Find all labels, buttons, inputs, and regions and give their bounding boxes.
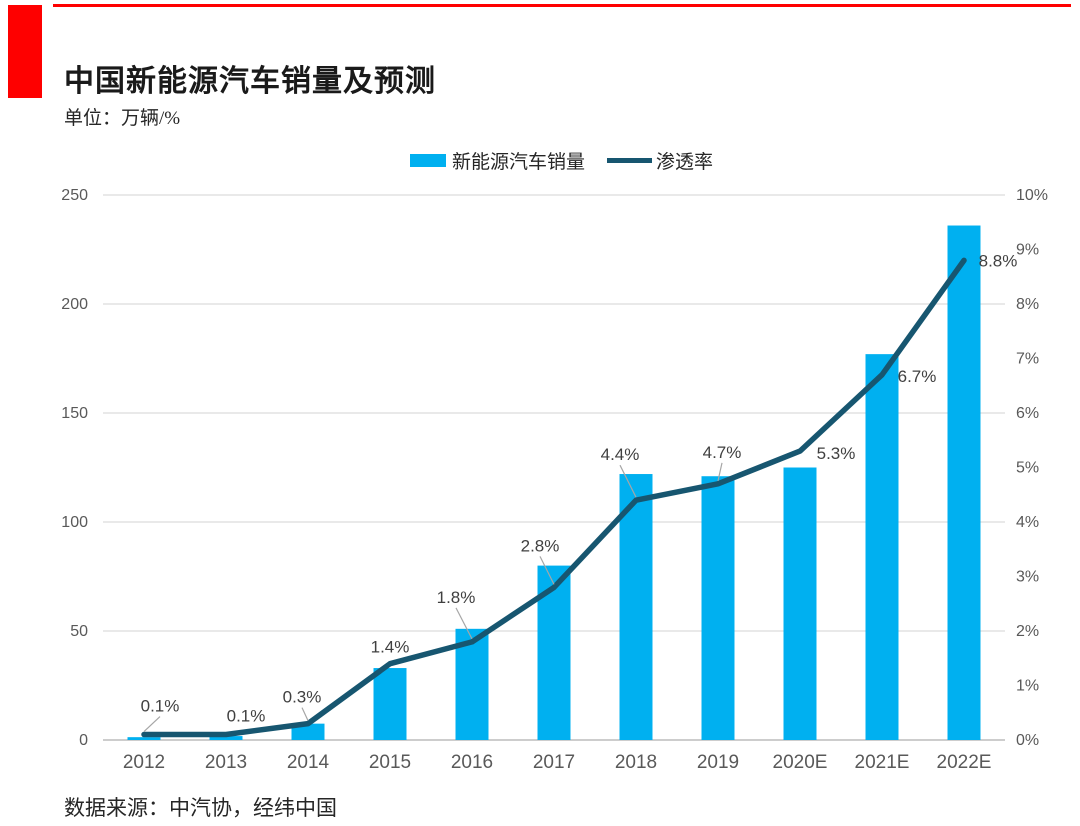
- right-axis-tick-6%: 6%: [1016, 405, 1039, 422]
- red-accent-line: [53, 4, 1071, 7]
- left-axis-tick-200: 200: [61, 296, 88, 313]
- right-axis-tick-7%: 7%: [1016, 351, 1039, 368]
- right-axis-tick-9%: 9%: [1016, 242, 1039, 259]
- chart-legend: 新能源汽车销量 渗透率: [410, 147, 713, 174]
- right-axis-tick-1%: 1%: [1016, 678, 1039, 695]
- x-axis-label-2019: 2019: [697, 752, 739, 773]
- bar-2012: [127, 737, 161, 740]
- x-axis-label-2017: 2017: [533, 752, 575, 773]
- penetration-label-2019: 4.7%: [703, 443, 742, 462]
- x-axis-label-2018: 2018: [615, 752, 657, 773]
- x-axis-label-2020E: 2020E: [773, 752, 828, 773]
- right-axis-tick-10%: 10%: [1016, 187, 1048, 204]
- label-leader-2012: [143, 716, 161, 732]
- bar-2015: [373, 668, 407, 740]
- legend-bar-swatch: [410, 154, 446, 167]
- penetration-label-2016: 1.8%: [437, 588, 476, 607]
- right-axis-tick-0%: 0%: [1016, 732, 1039, 749]
- x-axis-label-2021E: 2021E: [855, 752, 910, 773]
- penetration-label-2014: 0.3%: [283, 688, 322, 707]
- penetration-line: [141, 257, 967, 738]
- penetration-label-2012: 0.1%: [141, 697, 180, 716]
- left-axis-tick-50: 50: [70, 623, 88, 640]
- right-axis-tick-2%: 2%: [1016, 623, 1039, 640]
- penetration-label-2018: 4.4%: [601, 445, 640, 464]
- bar-2014: [291, 723, 325, 740]
- legend-line-label: 渗透率: [656, 152, 714, 173]
- bar-2022E: [947, 225, 981, 740]
- bar-2017: [537, 565, 571, 740]
- penetration-label-2020E: 5.3%: [817, 444, 856, 463]
- page-title: 中国新能源汽车销量及预测: [64, 65, 436, 99]
- label-leader-2018: [619, 464, 637, 498]
- penetration-label-2022E: 8.8%: [979, 251, 1018, 270]
- right-axis-tick-5%: 5%: [1016, 460, 1039, 477]
- bar-2013: [209, 736, 243, 740]
- x-axis-label-2013: 2013: [205, 752, 247, 773]
- data-source: 数据来源：中汽协，经纬中国: [64, 796, 337, 820]
- penetration-label-2021E: 6.7%: [898, 367, 937, 386]
- left-axis-tick-150: 150: [61, 405, 88, 422]
- penetration-label-2013: 0.1%: [227, 707, 266, 726]
- left-axis-tick-100: 100: [61, 514, 88, 531]
- left-axis-tick-250: 250: [61, 187, 88, 204]
- bar-2021E: [865, 354, 899, 740]
- x-axis-label-2016: 2016: [451, 752, 493, 773]
- unit-label: 单位：万辆/%: [64, 108, 181, 129]
- bar-2018: [619, 474, 653, 740]
- right-axis-tick-3%: 3%: [1016, 569, 1039, 586]
- x-axis-label-2022E: 2022E: [937, 752, 992, 773]
- right-axis-tick-8%: 8%: [1016, 296, 1039, 313]
- legend-line-swatch: [607, 158, 653, 163]
- label-leader-2016: [455, 607, 473, 640]
- label-leader-2017: [539, 556, 555, 585]
- penetration-label-2015: 1.4%: [371, 638, 410, 657]
- penetration-label-2017: 2.8%: [521, 536, 560, 555]
- red-accent-block: [8, 5, 42, 98]
- label-leader-2019: [717, 462, 723, 481]
- bar-2020E: [783, 467, 817, 740]
- label-leader-2014: [301, 707, 309, 721]
- legend-bar-label: 新能源汽车销量: [452, 152, 586, 173]
- bar-2019: [701, 476, 735, 740]
- x-axis-label-2015: 2015: [369, 752, 411, 773]
- x-axis-label-2012: 2012: [123, 752, 165, 773]
- left-axis-tick-0: 0: [79, 732, 88, 749]
- right-axis-tick-4%: 4%: [1016, 514, 1039, 531]
- x-axis-label-2014: 2014: [287, 752, 330, 773]
